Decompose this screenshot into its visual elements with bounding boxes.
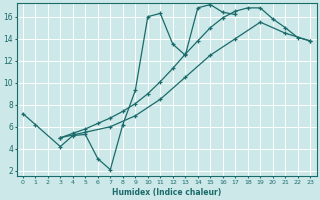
X-axis label: Humidex (Indice chaleur): Humidex (Indice chaleur) [112,188,221,197]
